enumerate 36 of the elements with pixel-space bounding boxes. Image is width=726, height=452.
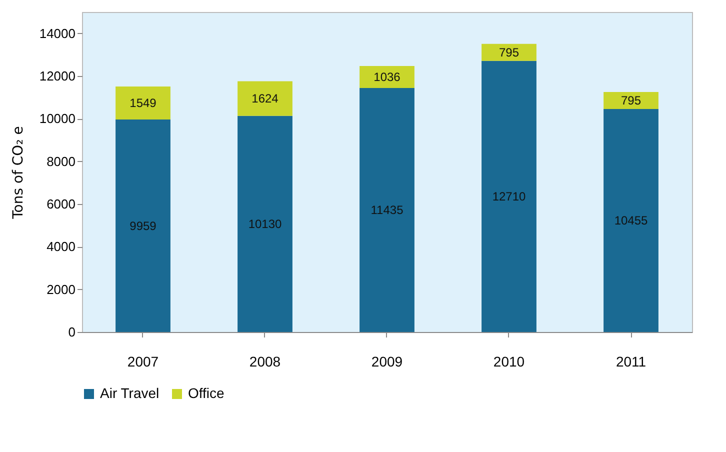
y-tick-label: 12000 (39, 68, 76, 84)
bar (482, 60, 536, 332)
x-tick-label: 2008 (249, 354, 281, 370)
legend-label: Office (188, 385, 225, 401)
bar (360, 66, 414, 88)
y-axis-title: Tons of CO₂ e (10, 126, 26, 220)
bar (116, 86, 170, 120)
x-tick-label: 2009 (371, 354, 403, 370)
data-label: 1549 (130, 96, 157, 110)
data-label: 795 (498, 45, 520, 60)
y-tick-label: 2000 (46, 282, 76, 297)
bar (238, 81, 292, 116)
data-label: 10455 (614, 213, 648, 228)
bar (604, 108, 658, 332)
bar (482, 44, 536, 61)
data-label: 10130 (248, 216, 282, 231)
bar (360, 88, 414, 332)
data-label: 1624 (252, 92, 279, 106)
bar (604, 92, 658, 109)
y-tick-label: 14000 (39, 26, 76, 41)
y-tick-label: 0 (68, 324, 76, 340)
data-label: 11435 (370, 203, 404, 218)
y-tick-label: 8000 (46, 154, 76, 169)
x-tick-label: 2007 (127, 354, 159, 370)
data-label: 12710 (492, 189, 526, 204)
data-label: 1036 (374, 70, 401, 84)
x-tick-label: 2010 (493, 354, 525, 370)
legend-label: Air Travel (100, 385, 160, 401)
x-tick-label: 2011 (616, 354, 646, 370)
y-tick-label: 4000 (46, 239, 76, 254)
y-tick-label: 10000 (39, 111, 76, 126)
data-label: 9959 (130, 218, 157, 233)
data-label: 795 (620, 93, 642, 108)
y-tick-label: 6000 (46, 196, 76, 212)
bar (238, 116, 292, 332)
bar (116, 120, 170, 332)
